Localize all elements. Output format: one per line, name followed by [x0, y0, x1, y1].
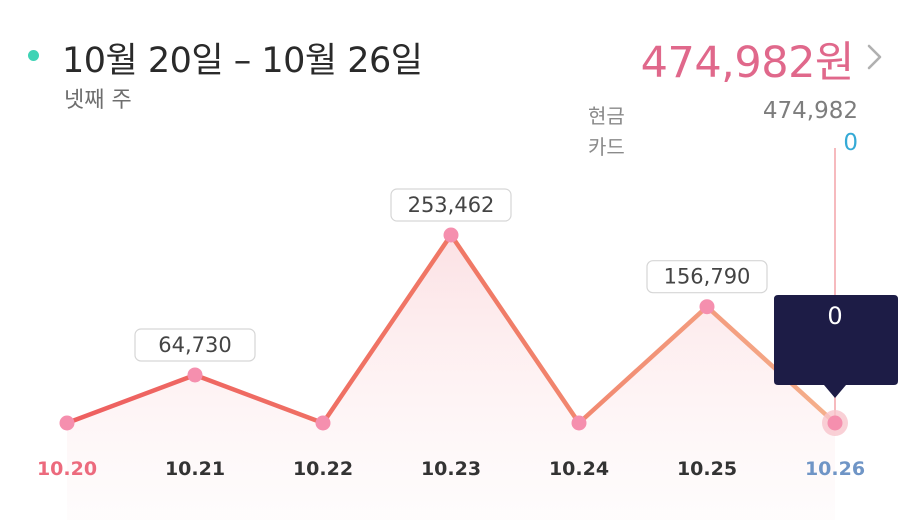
- data-point[interactable]: [187, 367, 203, 383]
- data-point[interactable]: [699, 299, 715, 315]
- data-point[interactable]: [315, 415, 331, 431]
- data-point[interactable]: [443, 227, 459, 243]
- data-point[interactable]: [827, 415, 843, 431]
- chevron-right-icon[interactable]: [864, 42, 884, 72]
- total-amount[interactable]: 474,982원: [640, 38, 855, 88]
- area-fill: [67, 235, 835, 520]
- x-tick-label[interactable]: 10.22: [293, 458, 353, 480]
- week-label: 넷째 주: [64, 88, 132, 113]
- x-tick-label[interactable]: 10.26: [805, 458, 865, 480]
- cash-value: 474,982: [762, 98, 858, 124]
- period-marker-dot: [28, 50, 39, 61]
- card-value: 0: [843, 130, 858, 156]
- period-title: 10월 20일 – 10월 26일: [62, 41, 423, 81]
- data-label: 253,462: [390, 188, 512, 222]
- data-label-text: 253,462: [408, 193, 495, 217]
- data-point[interactable]: [571, 415, 587, 431]
- data-label-box: [390, 188, 512, 222]
- cash-label: 현금: [588, 104, 625, 128]
- x-tick-label[interactable]: 10.24: [549, 458, 609, 480]
- data-label-box: [646, 260, 768, 294]
- selected-value-tooltip: 0: [774, 295, 898, 398]
- data-label-text: 64,730: [158, 333, 231, 357]
- x-tick-label[interactable]: 10.21: [165, 458, 225, 480]
- x-tick-label[interactable]: 10.25: [677, 458, 737, 480]
- data-label-box: [134, 328, 256, 362]
- data-label: 156,790: [646, 260, 768, 294]
- card-label: 카드: [588, 135, 625, 159]
- tooltip-value: 0: [827, 302, 842, 330]
- data-point[interactable]: [59, 415, 75, 431]
- x-tick-label[interactable]: 10.23: [421, 458, 481, 480]
- x-tick-label[interactable]: 10.20: [37, 458, 97, 480]
- tooltip-box: [774, 295, 898, 398]
- data-label-text: 156,790: [664, 265, 751, 289]
- data-label: 64,730: [134, 328, 256, 362]
